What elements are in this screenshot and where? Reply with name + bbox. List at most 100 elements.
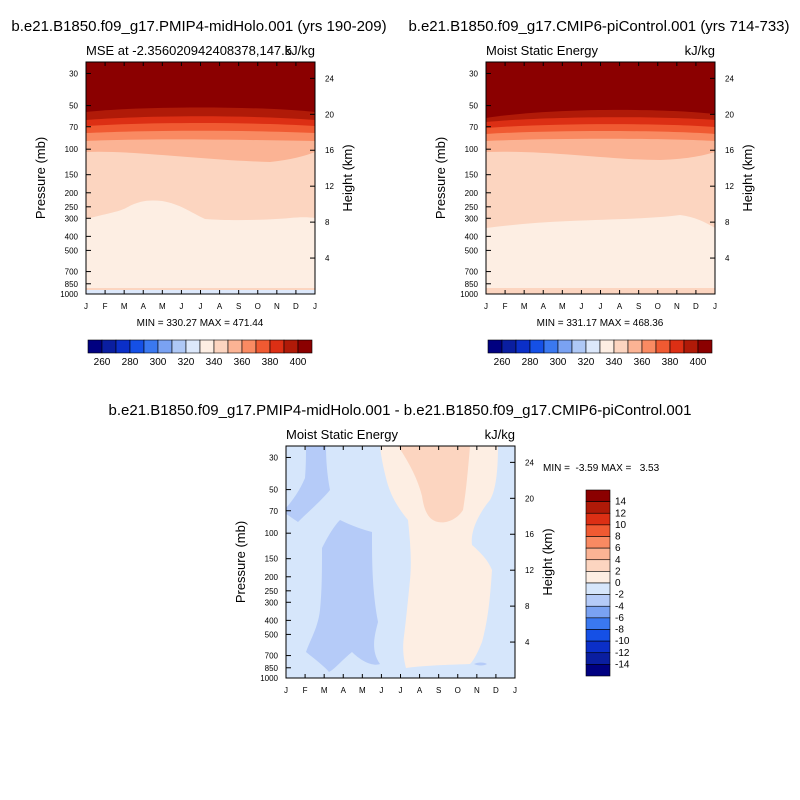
y-tick-label: 400 (265, 616, 279, 625)
panel2-band-330 (486, 215, 715, 294)
panel2-subtitle-right: kJ/kg (685, 43, 715, 58)
x-tick-label: M (521, 302, 528, 311)
colorbar-box (199, 339, 215, 354)
colorbar-label: 360 (634, 357, 651, 368)
panel3-axes: J F M A M J J A S O N D J 30 50 70 100 150 200 250 300 400 500… (260, 446, 534, 695)
panel3-negative-center (306, 520, 380, 672)
colorbar-box (255, 339, 271, 354)
y-tick-label: 50 (269, 486, 278, 495)
x-tick-label: M (121, 302, 128, 311)
colorbar-label: 400 (690, 357, 707, 368)
colorbar-box (585, 664, 611, 677)
panel3-subtitle-right: kJ/kg (485, 427, 515, 442)
y-tick-label: 50 (469, 102, 478, 111)
x-tick-label: F (103, 302, 108, 311)
height-tick-label: 8 (725, 218, 730, 227)
x-tick-label: D (293, 302, 299, 311)
y-tick-label: 70 (69, 123, 78, 132)
colorbar-box (185, 339, 201, 354)
colorbar-label: -12 (615, 648, 630, 659)
panel2-stats: MIN = 331.17 MAX = 468.36 (537, 318, 664, 329)
colorbar-box (515, 339, 531, 354)
y-tick-label: 30 (269, 453, 278, 462)
y-tick-label: 500 (265, 630, 279, 639)
panel1-ylabel-right: Height (km) (340, 144, 355, 211)
colorbar-box (557, 339, 573, 354)
colorbar-label: 6 (615, 543, 621, 554)
y-tick-label: 300 (465, 214, 479, 223)
colorbar-box (627, 339, 643, 354)
y-tick-label: 300 (65, 214, 79, 223)
x-tick-label: J (179, 302, 183, 311)
x-tick-label: D (493, 686, 499, 695)
colorbar-box (501, 339, 517, 354)
x-tick-label: N (474, 686, 480, 695)
colorbar-box (585, 640, 611, 654)
height-tick-label: 16 (725, 146, 734, 155)
panel2-ylabel-right: Height (km) (740, 144, 755, 211)
x-tick-label: J (379, 686, 383, 695)
height-tick-label: 24 (725, 74, 734, 83)
colorbar-label: 320 (578, 357, 595, 368)
colorbar-label: 280 (522, 357, 539, 368)
height-tick-label: 8 (525, 602, 530, 611)
colorbar-box (655, 339, 671, 354)
colorbar-box (585, 605, 611, 619)
y-tick-label: 850 (465, 280, 479, 289)
panel2-colorbar: 260 280 300 320 340 360 380 400 (487, 339, 713, 368)
colorbar-box (157, 339, 173, 354)
panel2-contour-fill (486, 62, 715, 294)
colorbar-box (529, 339, 545, 354)
colorbar-box (571, 339, 587, 354)
x-tick-label: M (359, 686, 366, 695)
height-tick-label: 16 (325, 146, 334, 155)
x-tick-label: J (199, 302, 203, 311)
x-tick-label: O (655, 302, 661, 311)
colorbar-box (297, 339, 313, 354)
panel1-contour-fill (86, 62, 315, 294)
colorbar-label: 340 (206, 357, 223, 368)
height-tick-label: 24 (325, 74, 334, 83)
colorbar-label: -8 (615, 625, 624, 636)
colorbar-box (585, 571, 611, 584)
height-tick-label: 12 (325, 182, 334, 191)
panel3-positive-right (380, 446, 498, 668)
colorbar-label: 14 (615, 497, 627, 508)
colorbar-box (487, 339, 503, 354)
colorbar-box (585, 524, 611, 537)
height-tick-label: 4 (725, 254, 730, 263)
y-tick-label: 700 (265, 652, 279, 661)
height-tick-label: 4 (325, 254, 330, 263)
colorbar-box (585, 547, 611, 561)
y-tick-label: 30 (469, 69, 478, 78)
colorbar-box (129, 339, 145, 354)
x-tick-label: A (417, 686, 423, 695)
y-tick-label: 70 (469, 123, 478, 132)
panel3-ylabel: Pressure (mb) (233, 521, 248, 603)
colorbar-box (585, 501, 611, 514)
colorbar-label: 400 (290, 357, 307, 368)
colorbar-box (585, 629, 611, 642)
panel2-subtitle-left: Moist Static Energy (486, 43, 598, 58)
x-tick-label: N (674, 302, 680, 311)
y-tick-label: 850 (65, 280, 79, 289)
x-tick-label: J (513, 686, 517, 695)
y-tick-label: 1000 (260, 674, 278, 683)
y-tick-label: 500 (65, 246, 79, 255)
colorbar-label: -4 (615, 601, 624, 612)
y-tick-label: 250 (65, 203, 79, 212)
colorbar-label: 360 (234, 357, 251, 368)
height-tick-label: 12 (525, 566, 534, 575)
colorbar-label: 10 (615, 520, 627, 531)
x-tick-label: A (141, 302, 147, 311)
colorbar-box (613, 339, 629, 354)
x-tick-label: N (274, 302, 280, 311)
colorbar-label: -10 (615, 636, 630, 647)
y-tick-label: 150 (65, 171, 79, 180)
panel1-band-330 (86, 200, 315, 294)
colorbar-box (101, 339, 117, 354)
panel2-title: b.e21.B1850.f09_g17.CMIP6-piControl.001 … (408, 18, 789, 35)
colorbar-label: 300 (550, 357, 567, 368)
